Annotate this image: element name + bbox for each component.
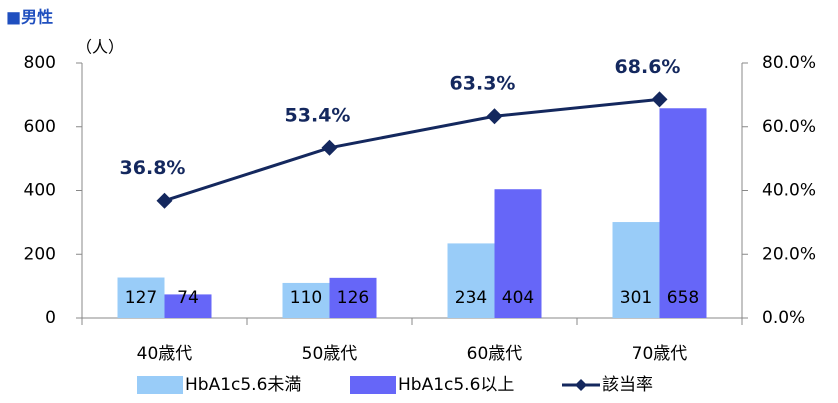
legend-swatch-marker bbox=[575, 379, 587, 391]
line-marker bbox=[156, 192, 173, 209]
line-marker bbox=[651, 91, 668, 108]
x-tick-label: 50歳代 bbox=[302, 344, 358, 364]
bar-value-label: 658 bbox=[667, 288, 699, 308]
bar bbox=[659, 108, 707, 318]
legend-label: 該当率 bbox=[602, 375, 653, 395]
x-tick-label: 60歳代 bbox=[467, 344, 523, 364]
line bbox=[164, 97, 660, 203]
y2-tick-label: 40.0% bbox=[762, 181, 816, 201]
legend-swatch bbox=[350, 376, 396, 394]
bar bbox=[494, 189, 542, 318]
y2-tick-label: 20.0% bbox=[762, 244, 816, 264]
legend-swatch bbox=[137, 376, 183, 394]
line-marker bbox=[321, 139, 338, 156]
y2-tick-label: 0.0% bbox=[762, 308, 805, 328]
bar bbox=[282, 282, 330, 318]
y-tick-label: 200 bbox=[24, 244, 56, 264]
y2-tick-label: 60.0% bbox=[762, 117, 816, 137]
line-value-label: 68.6% bbox=[615, 56, 681, 78]
chart-title: ■男性 bbox=[6, 8, 53, 27]
legend-label: HbA1c5.6未満 bbox=[185, 375, 301, 395]
bar bbox=[612, 222, 660, 318]
bar bbox=[329, 277, 377, 318]
bar-value-label: 404 bbox=[502, 288, 534, 308]
x-tick-label: 70歳代 bbox=[632, 344, 688, 364]
bar-value-label: 301 bbox=[620, 288, 652, 308]
line-value-label: 63.3% bbox=[450, 73, 516, 95]
bar-value-label: 234 bbox=[455, 288, 487, 308]
bar bbox=[164, 294, 212, 318]
y-tick-label: 400 bbox=[24, 181, 56, 201]
y-tick-label: 600 bbox=[24, 117, 56, 137]
bar-value-label: 126 bbox=[337, 288, 369, 308]
line-marker bbox=[486, 108, 503, 125]
line-value-label: 36.8% bbox=[120, 157, 186, 179]
legend-label: HbA1c5.6以上 bbox=[398, 375, 514, 395]
y-tick-label: 800 bbox=[24, 53, 56, 73]
bar-value-label: 74 bbox=[177, 288, 199, 308]
bar bbox=[117, 277, 165, 318]
bar-value-label: 110 bbox=[290, 288, 322, 308]
bar-value-label: 127 bbox=[125, 288, 157, 308]
line-value-label: 53.4% bbox=[285, 104, 351, 126]
x-tick-label: 40歳代 bbox=[137, 344, 193, 364]
y-axis-label: （人） bbox=[76, 38, 124, 57]
bar bbox=[447, 243, 495, 318]
y2-tick-label: 80.0% bbox=[762, 53, 816, 73]
y-tick-label: 0 bbox=[45, 308, 56, 328]
